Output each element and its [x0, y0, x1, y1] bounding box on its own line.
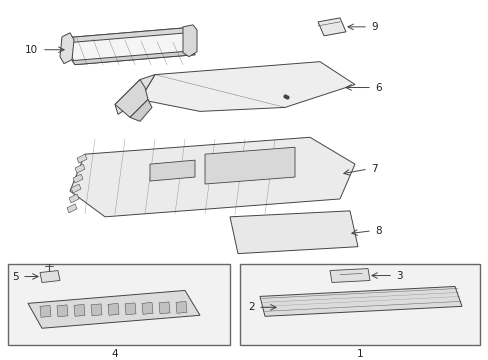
Polygon shape	[69, 194, 79, 203]
Text: 5: 5	[12, 271, 19, 282]
Polygon shape	[65, 28, 195, 65]
Polygon shape	[40, 305, 51, 317]
Polygon shape	[260, 287, 461, 316]
Text: 3: 3	[395, 270, 402, 280]
Polygon shape	[91, 304, 102, 316]
Polygon shape	[204, 147, 294, 184]
Polygon shape	[229, 211, 357, 254]
Polygon shape	[108, 303, 119, 315]
FancyBboxPatch shape	[8, 264, 229, 345]
Text: 1: 1	[356, 349, 363, 359]
Polygon shape	[329, 269, 369, 283]
Polygon shape	[72, 51, 195, 65]
Polygon shape	[74, 304, 85, 316]
Polygon shape	[150, 160, 195, 181]
Text: 4: 4	[111, 349, 118, 359]
Polygon shape	[125, 303, 136, 315]
Circle shape	[184, 189, 195, 199]
Polygon shape	[65, 28, 186, 43]
Text: 10: 10	[25, 45, 38, 55]
Circle shape	[299, 166, 309, 176]
Polygon shape	[183, 25, 197, 57]
Polygon shape	[67, 204, 77, 213]
Polygon shape	[140, 62, 354, 111]
FancyBboxPatch shape	[240, 264, 479, 345]
Text: 9: 9	[370, 22, 377, 32]
Polygon shape	[130, 99, 152, 121]
Polygon shape	[278, 300, 298, 313]
Polygon shape	[75, 164, 85, 173]
Text: 6: 6	[374, 82, 381, 93]
Polygon shape	[70, 137, 354, 217]
Polygon shape	[159, 302, 170, 314]
Polygon shape	[77, 154, 87, 163]
Text: 7: 7	[370, 164, 377, 174]
Polygon shape	[57, 305, 68, 317]
Text: 2: 2	[248, 302, 254, 312]
Polygon shape	[176, 301, 186, 313]
Polygon shape	[28, 291, 200, 328]
Text: 8: 8	[374, 226, 381, 236]
Polygon shape	[40, 271, 60, 283]
Polygon shape	[317, 18, 346, 36]
Polygon shape	[60, 33, 74, 64]
Polygon shape	[115, 80, 148, 117]
Polygon shape	[142, 302, 153, 314]
Polygon shape	[71, 184, 81, 193]
Polygon shape	[73, 174, 83, 183]
Polygon shape	[115, 75, 155, 114]
Circle shape	[125, 174, 135, 184]
